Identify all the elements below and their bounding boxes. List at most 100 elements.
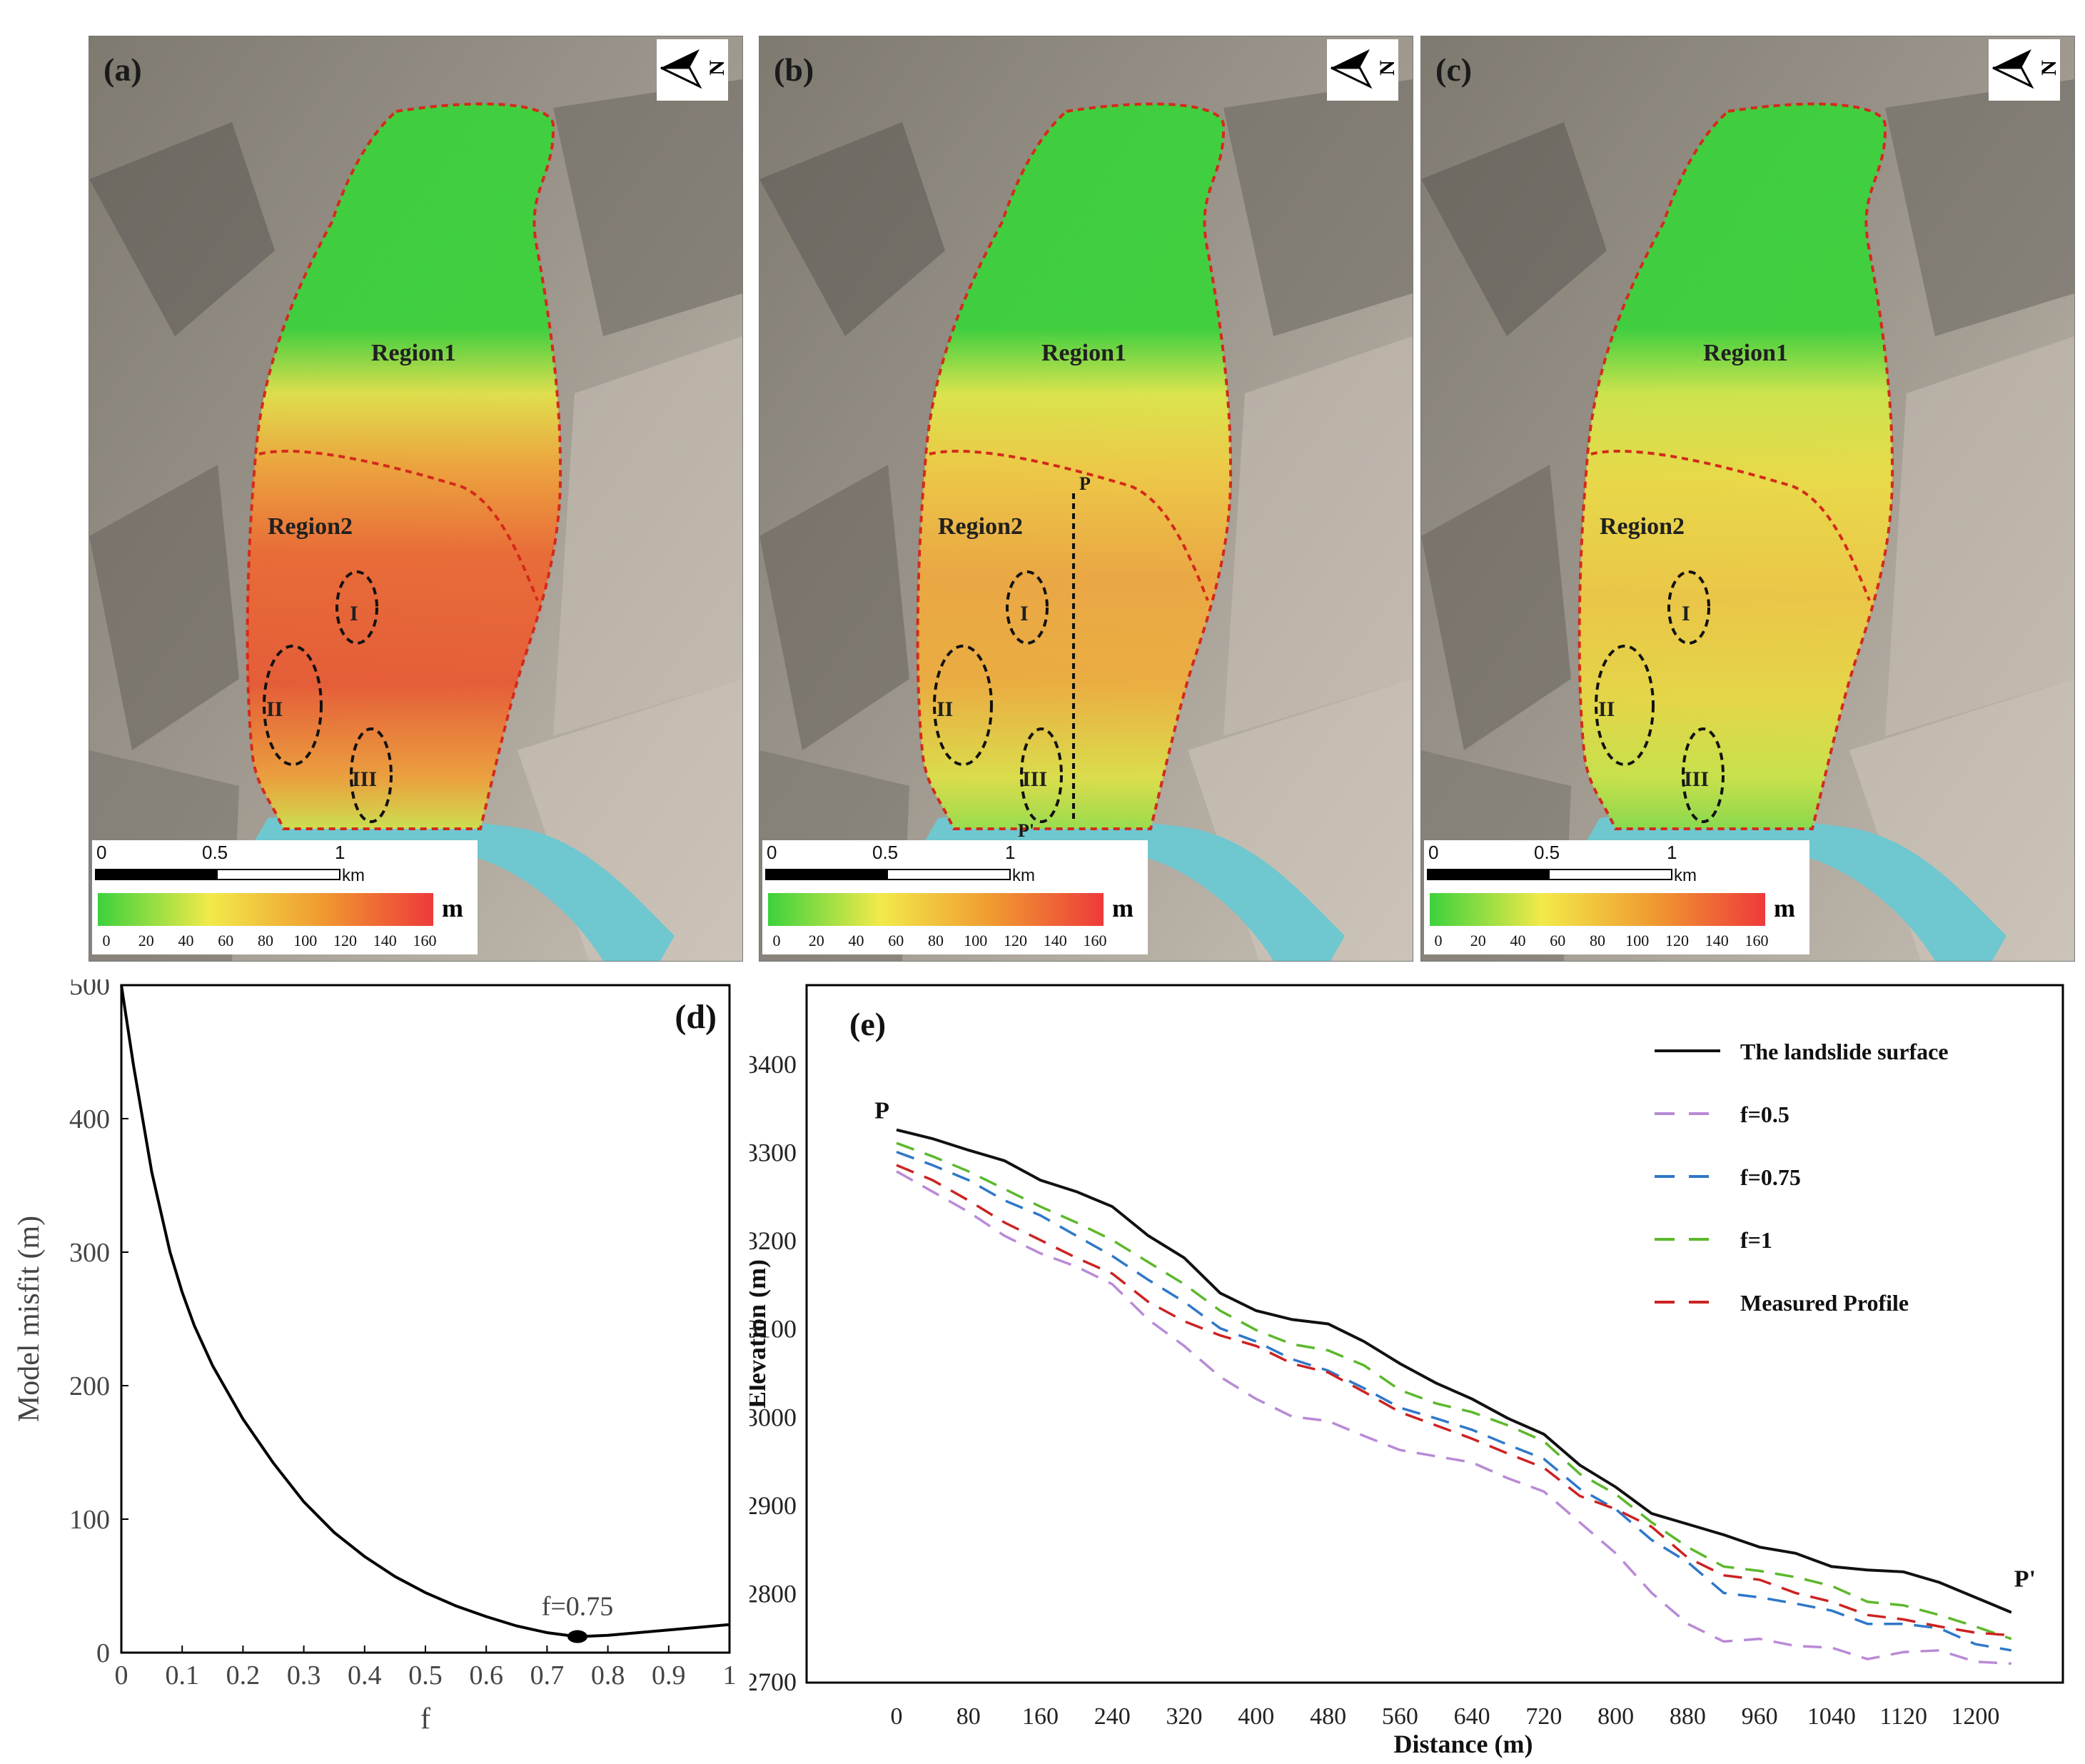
profile-start-label: P <box>1079 473 1091 494</box>
minimum-label: f=0.75 <box>542 1592 614 1622</box>
scale-bar <box>1427 869 1672 880</box>
scale-unit: km <box>342 866 365 885</box>
north-arrow-icon: N <box>1989 39 2060 101</box>
colorbar-tick-label: 160 <box>1745 932 1769 949</box>
colorbar-tick-label: 20 <box>808 932 824 949</box>
landslide-deposit <box>1579 104 1893 829</box>
x-tick-label: 1040 <box>1807 1703 1856 1730</box>
scale-tick-label: 0 <box>1428 842 1439 863</box>
x-tick-label: 240 <box>1094 1703 1131 1730</box>
terrain-ridge <box>1421 122 1607 336</box>
colorbar-tick-label: 100 <box>293 932 318 949</box>
x-tick-label: 80 <box>956 1703 981 1730</box>
y-axis-label: Model misfit (m) <box>13 1216 46 1422</box>
zone-label: II <box>1598 697 1615 721</box>
map-panel-a: (a) Region1 Region2 I II III N 0 0.5 1 km m 0 20 40 60 8… <box>89 36 743 962</box>
terrain-ridge <box>89 122 275 336</box>
colorbar-tick-label: 100 <box>964 932 988 949</box>
north-letter: N <box>705 60 728 76</box>
x-tick-label: 0.8 <box>591 1660 625 1690</box>
y-tick-label: 400 <box>69 1104 110 1134</box>
colorbar-tick-label: 140 <box>1043 932 1067 949</box>
terrain-ridge <box>553 79 742 336</box>
x-tick-label: 1 <box>723 1660 737 1690</box>
scale-tick-label: 0 <box>96 842 107 863</box>
deposit-zone-outline <box>263 645 323 766</box>
colorbar-ramp <box>768 893 1104 926</box>
north-arrow-shape <box>1331 49 1370 68</box>
region-divider <box>929 450 1209 601</box>
colorbar-tick-label: 60 <box>218 932 234 949</box>
scale-tick-label: 0.5 <box>202 842 228 863</box>
plot-frame <box>805 984 2064 1684</box>
deposit-zone-outline <box>350 727 393 823</box>
deposit-zone-outline <box>1595 645 1655 766</box>
scale-tick-label: 1 <box>335 842 345 863</box>
colorbar-tick-label: 0 <box>102 932 111 949</box>
panel-label: (b) <box>774 51 814 88</box>
legend-label: f=0.75 <box>1740 1164 1801 1190</box>
colorbar-ticks: 0 20 40 60 80 100 120 140 160 <box>98 932 437 953</box>
series-line-2 <box>896 1150 2012 1652</box>
plot-frame <box>120 984 731 1654</box>
x-tick-label: 0.7 <box>530 1660 565 1690</box>
colorbar-tick-label: 100 <box>1625 932 1650 949</box>
colorbar-tick-label: 140 <box>1705 932 1729 949</box>
zone-label: I <box>1020 602 1029 625</box>
north-arrow-icon: N <box>657 39 728 101</box>
deposit-zone-outline <box>335 570 378 645</box>
landslide-deposit <box>917 104 1231 829</box>
panel-label: (a) <box>104 51 142 88</box>
minimum-marker <box>567 1630 587 1643</box>
colorbar-tick-label: 40 <box>178 932 194 949</box>
scale-bar-fill <box>96 870 218 879</box>
x-tick-label: 800 <box>1597 1703 1634 1730</box>
x-tick-label: 0.4 <box>348 1660 382 1690</box>
colorbar-tick-label: 140 <box>373 932 397 949</box>
colorbar-ticks: 0 20 40 60 80 100 120 140 160 <box>768 932 1107 953</box>
colorbar-unit: m <box>1774 894 1795 922</box>
north-letter: N <box>2037 60 2060 76</box>
panel-label: (e) <box>849 1006 886 1042</box>
x-tick-label: 400 <box>1238 1703 1274 1730</box>
river <box>1585 815 2006 961</box>
scale-bar-fill <box>1428 870 1550 879</box>
x-tick-label: 320 <box>1166 1703 1203 1730</box>
map-panel-c: (c) Region1 Region2 I II III N 0 0.5 1 km m 0 20 40 60 8… <box>1420 36 2075 962</box>
scale-tick-label: 0.5 <box>872 842 899 863</box>
y-tick-label: 3000 <box>749 1403 797 1431</box>
north-arrow-shape <box>1331 66 1373 89</box>
x-tick-label: 480 <box>1310 1703 1346 1730</box>
region-divider <box>1590 450 1871 601</box>
terrain-ridge <box>1885 79 2074 336</box>
scale-bar <box>95 869 340 880</box>
deposit-zone-outline <box>1020 727 1063 823</box>
deposit-zone-outline <box>1667 570 1710 645</box>
x-tick-label: 0 <box>891 1703 903 1730</box>
x-tick-label: 0.3 <box>287 1660 321 1690</box>
y-tick-label: 3200 <box>749 1226 797 1255</box>
scale-tick-label: 0.5 <box>1534 842 1560 863</box>
colorbar-tick-label: 60 <box>1550 932 1566 949</box>
panel-label: (d) <box>675 998 717 1036</box>
terrain-ridge <box>1223 79 1413 336</box>
y-tick-label: 3400 <box>749 1050 797 1079</box>
region1-label: Region1 <box>1703 340 1788 366</box>
legend-label: The landslide surface <box>1740 1039 1949 1064</box>
y-tick-label: 2900 <box>749 1491 797 1520</box>
y-axis-label: Elevation (m) <box>749 1259 771 1408</box>
series-line-1 <box>896 1170 2011 1665</box>
deposit-zone-outline <box>933 645 993 766</box>
colorbar-tick-label: 40 <box>1510 932 1526 949</box>
colorbar-tick-label: 80 <box>258 932 273 949</box>
x-tick-label: 0 <box>115 1660 128 1690</box>
x-tick-label: 0.9 <box>652 1660 686 1690</box>
colorbar-tick-label: 120 <box>333 932 357 949</box>
north-arrow-shape <box>660 66 702 89</box>
colorbar-tick-label: 160 <box>413 932 437 949</box>
scale-tick-label: 0 <box>767 842 777 863</box>
north-arrow-shape <box>1992 66 2034 89</box>
deposit-zone-outline <box>1682 727 1725 823</box>
zone-label: I <box>1682 602 1690 625</box>
north-letter: N <box>1375 60 1398 76</box>
